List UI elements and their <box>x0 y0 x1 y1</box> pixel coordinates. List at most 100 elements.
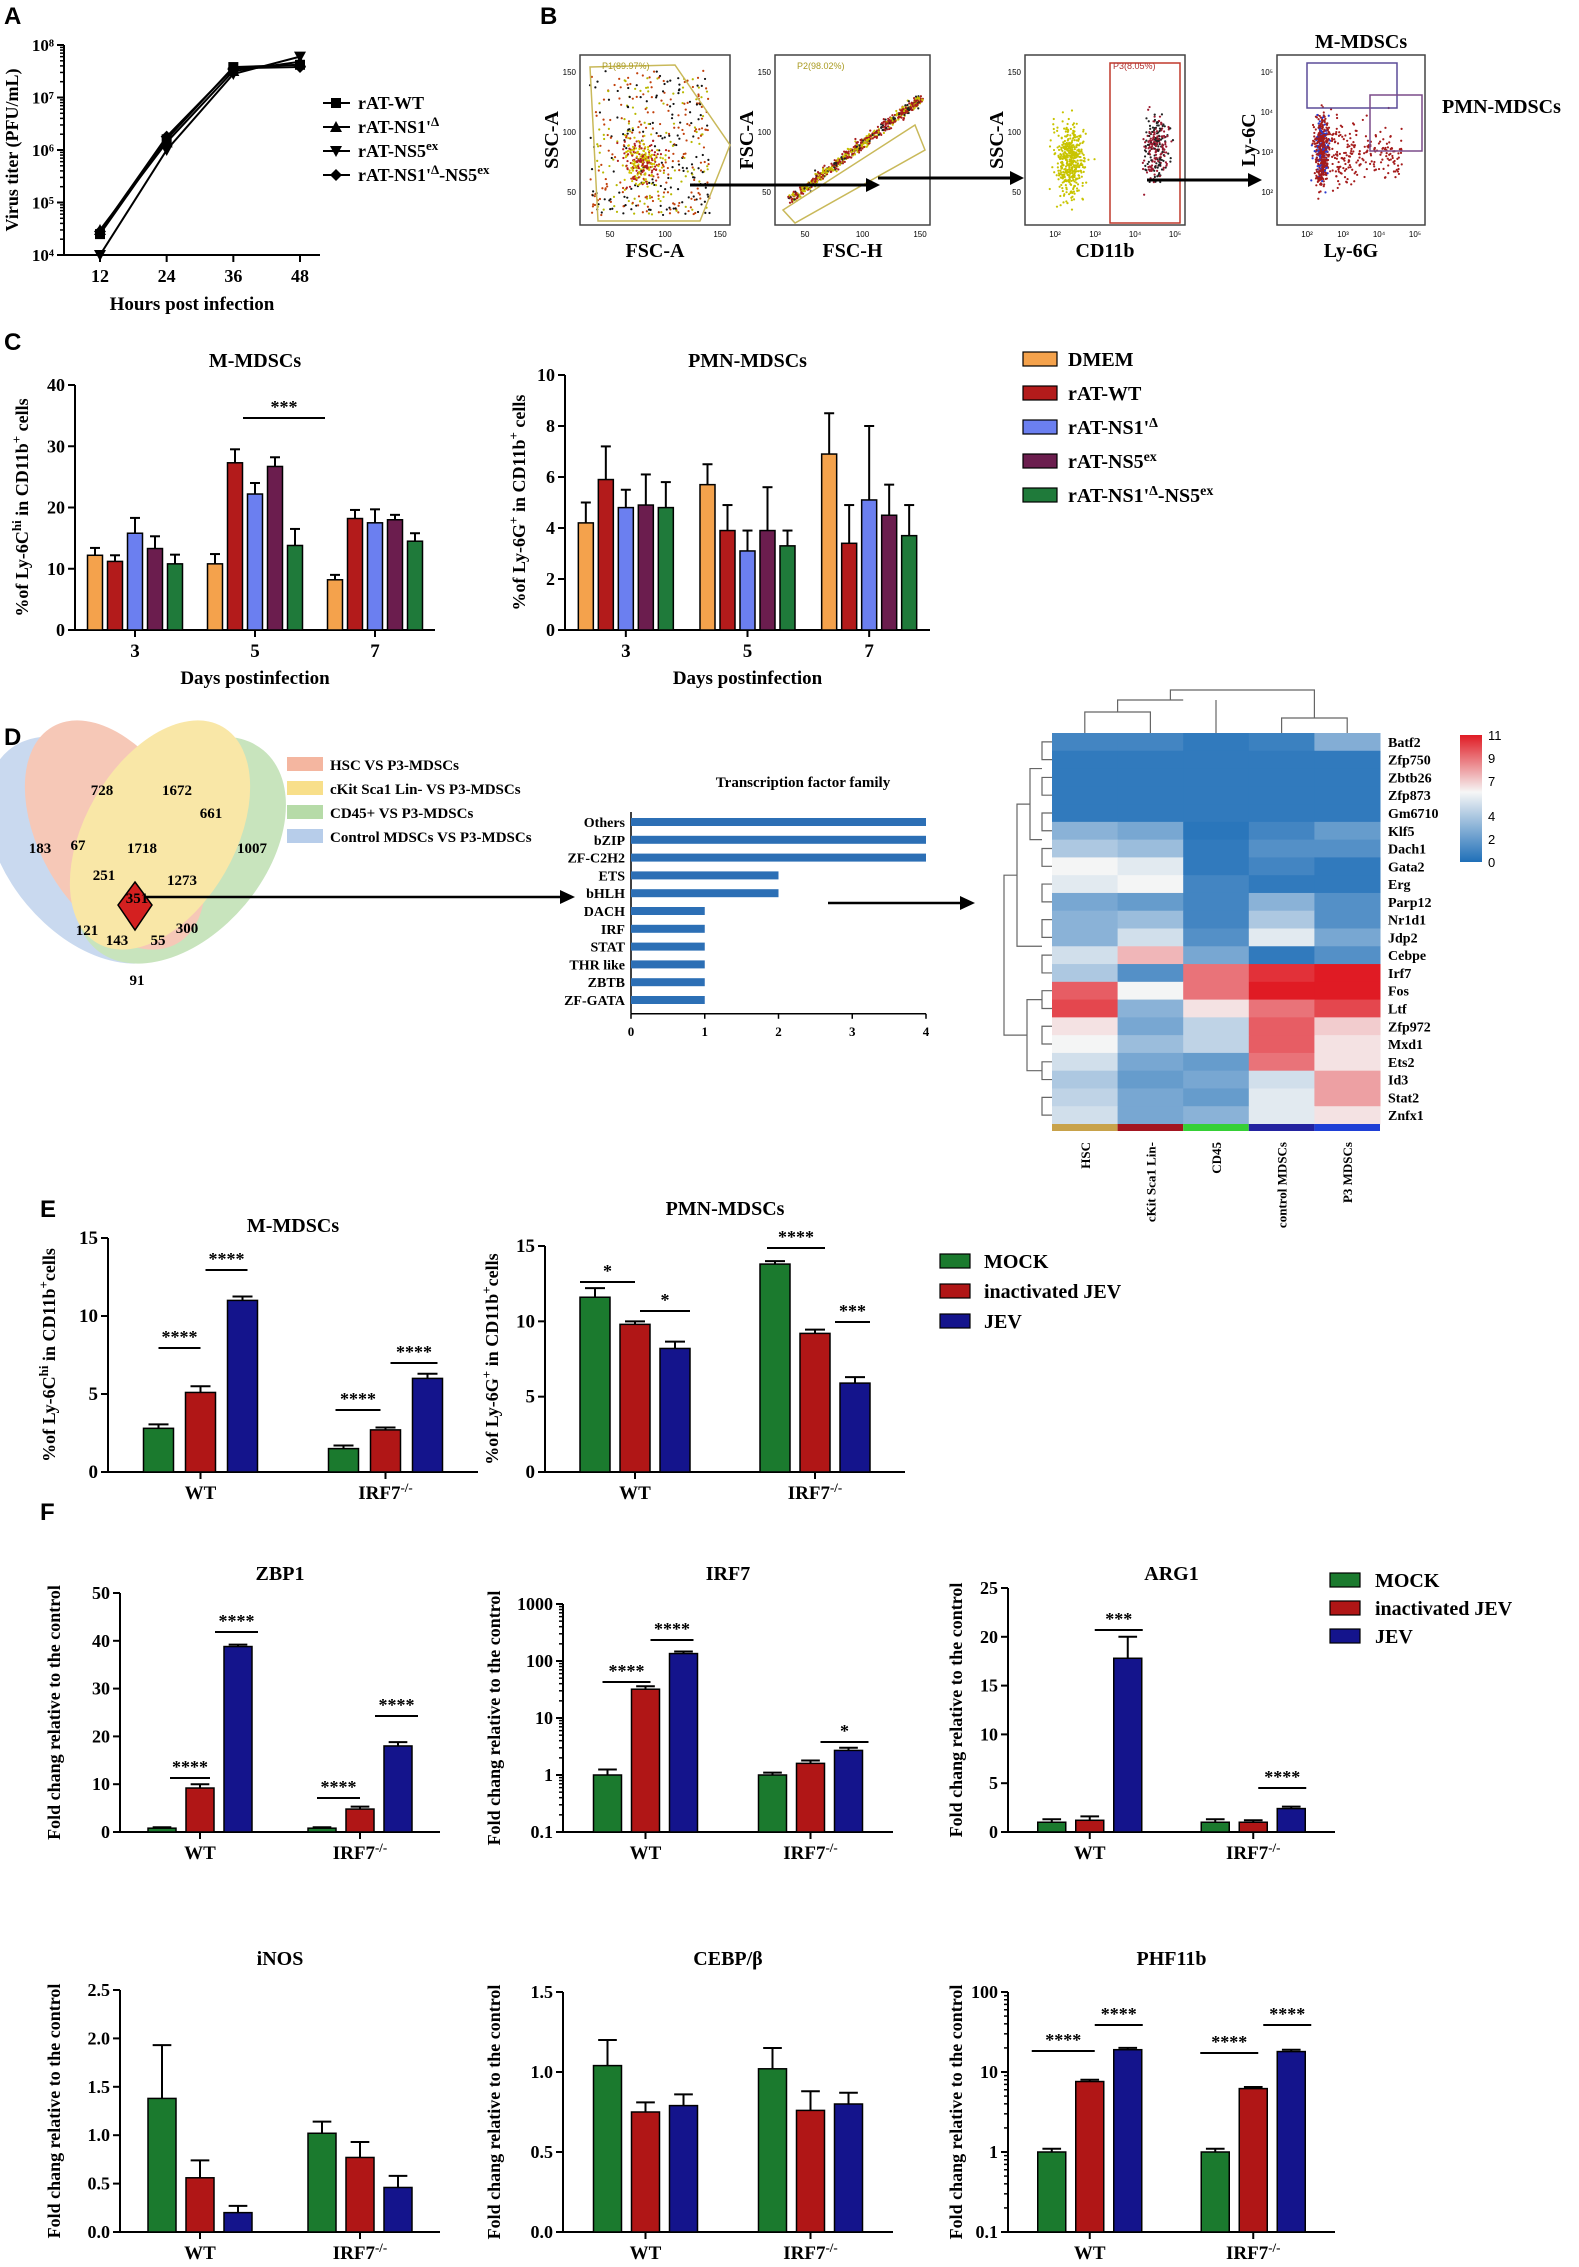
flow-dot <box>1063 179 1066 182</box>
heatmap-cell <box>1052 1052 1119 1072</box>
flow-dot <box>644 107 647 111</box>
legend-swatch <box>1329 1600 1361 1616</box>
venn-count: 251 <box>93 868 116 884</box>
heatmap-cell <box>1248 964 1315 983</box>
flow-dot <box>866 144 869 147</box>
flow-dot <box>638 200 642 203</box>
flow-dot <box>635 160 639 164</box>
flow-dot <box>1358 163 1361 166</box>
heatmap-cell <box>1248 1070 1315 1089</box>
flow-dot <box>1048 145 1052 148</box>
flow-dot <box>703 160 706 164</box>
flow-dot <box>1335 113 1338 116</box>
significance-label: * <box>840 1721 849 1741</box>
flow-dot <box>1152 180 1155 184</box>
arrow-head <box>560 890 575 904</box>
x-tick-label: 36 <box>224 266 242 286</box>
flow-dot <box>1322 185 1325 188</box>
bar <box>630 2111 661 2233</box>
flow-dot <box>1154 153 1158 156</box>
flow-dot <box>1340 172 1343 175</box>
y-tick-label: 0 <box>546 620 555 640</box>
heatmap-cell <box>1052 910 1119 929</box>
flow-dot <box>1073 139 1076 142</box>
flow-dot <box>1076 149 1079 152</box>
flow-dot <box>611 153 614 156</box>
flow-dot <box>1319 124 1322 127</box>
flow-dot <box>1073 192 1076 195</box>
heatmap-cell <box>1248 750 1315 770</box>
flow-dot <box>1059 157 1063 160</box>
y-tick-label: 1.5 <box>88 2077 111 2097</box>
flow-dot <box>886 125 890 128</box>
flow-dot <box>1152 135 1155 139</box>
flow-dot <box>626 132 629 135</box>
flow-dot <box>691 173 694 176</box>
bar <box>631 853 926 862</box>
flow-dot <box>637 125 640 129</box>
y-tick-label: 2 <box>546 569 555 589</box>
flow-dot <box>604 188 607 191</box>
flow-dot <box>1070 141 1073 144</box>
y-tick-label: 1000 <box>517 1594 553 1614</box>
flow-dot <box>1323 123 1326 126</box>
flow-dot <box>653 151 657 154</box>
flow-dot <box>861 143 864 146</box>
flow-dot <box>632 162 635 165</box>
heatmap-row-label: Zbtb26 <box>1388 771 1432 786</box>
flow-dot <box>1065 158 1068 162</box>
y-axis-label: Fold chang relative to the control <box>44 1585 64 1840</box>
bar <box>659 1347 691 1473</box>
flow-dot <box>691 166 694 169</box>
flow-dot <box>693 178 696 182</box>
flow-dot <box>1333 156 1337 160</box>
bar <box>1037 1821 1067 1833</box>
flow-dot <box>622 133 625 136</box>
flow-dot <box>1144 146 1147 150</box>
flow-dot <box>1343 151 1346 155</box>
flow-dot <box>594 86 597 89</box>
bar <box>799 1332 831 1473</box>
significance-label: **** <box>219 1611 255 1631</box>
flow-dot <box>686 122 689 126</box>
bar <box>631 978 705 987</box>
flow-dot <box>624 203 627 207</box>
flow-dot <box>669 186 672 189</box>
flow-dot <box>695 130 698 134</box>
flow-dot <box>1058 185 1061 188</box>
flow-dot <box>1167 152 1170 155</box>
bar <box>369 1429 402 1473</box>
flow-dot <box>1322 154 1326 157</box>
flow-dot <box>1146 162 1149 166</box>
flow-dot <box>873 131 877 135</box>
bar <box>226 1299 259 1473</box>
y-tick-label: 30 <box>47 436 65 456</box>
flow-dot <box>881 122 884 125</box>
heatmap-row-label: Batf2 <box>1388 736 1421 751</box>
flow-dot <box>1355 133 1358 137</box>
x-tick-label: 10⁵ <box>1409 230 1421 239</box>
heatmap-cell <box>1117 928 1184 947</box>
y-tick-label: 10 <box>47 559 65 579</box>
y-axis-label: %of Ly-6Chi in CD11b+ cells <box>9 398 33 616</box>
flow-dot <box>858 147 861 150</box>
flow-dot <box>902 108 905 111</box>
flow-dot <box>663 91 666 94</box>
flow-dot <box>1379 153 1382 156</box>
legend-label: rAT-WT <box>358 93 424 113</box>
venn-count: 351 <box>126 891 149 907</box>
flow-dot <box>602 133 605 136</box>
flow-dot <box>688 100 692 103</box>
x-axis-label: Ly-6G <box>1324 240 1379 262</box>
y-tick-label: 10⁸ <box>32 36 54 55</box>
flow-dot <box>816 176 820 179</box>
flow-dot <box>647 212 651 215</box>
bar <box>246 493 264 631</box>
flow-dot <box>1165 162 1168 166</box>
flow-dot <box>648 76 651 79</box>
flow-dot <box>677 163 681 166</box>
legend-swatch <box>939 1253 971 1269</box>
flow-dot <box>891 123 894 126</box>
flow-dot <box>706 181 709 184</box>
flow-dot <box>1339 165 1342 168</box>
